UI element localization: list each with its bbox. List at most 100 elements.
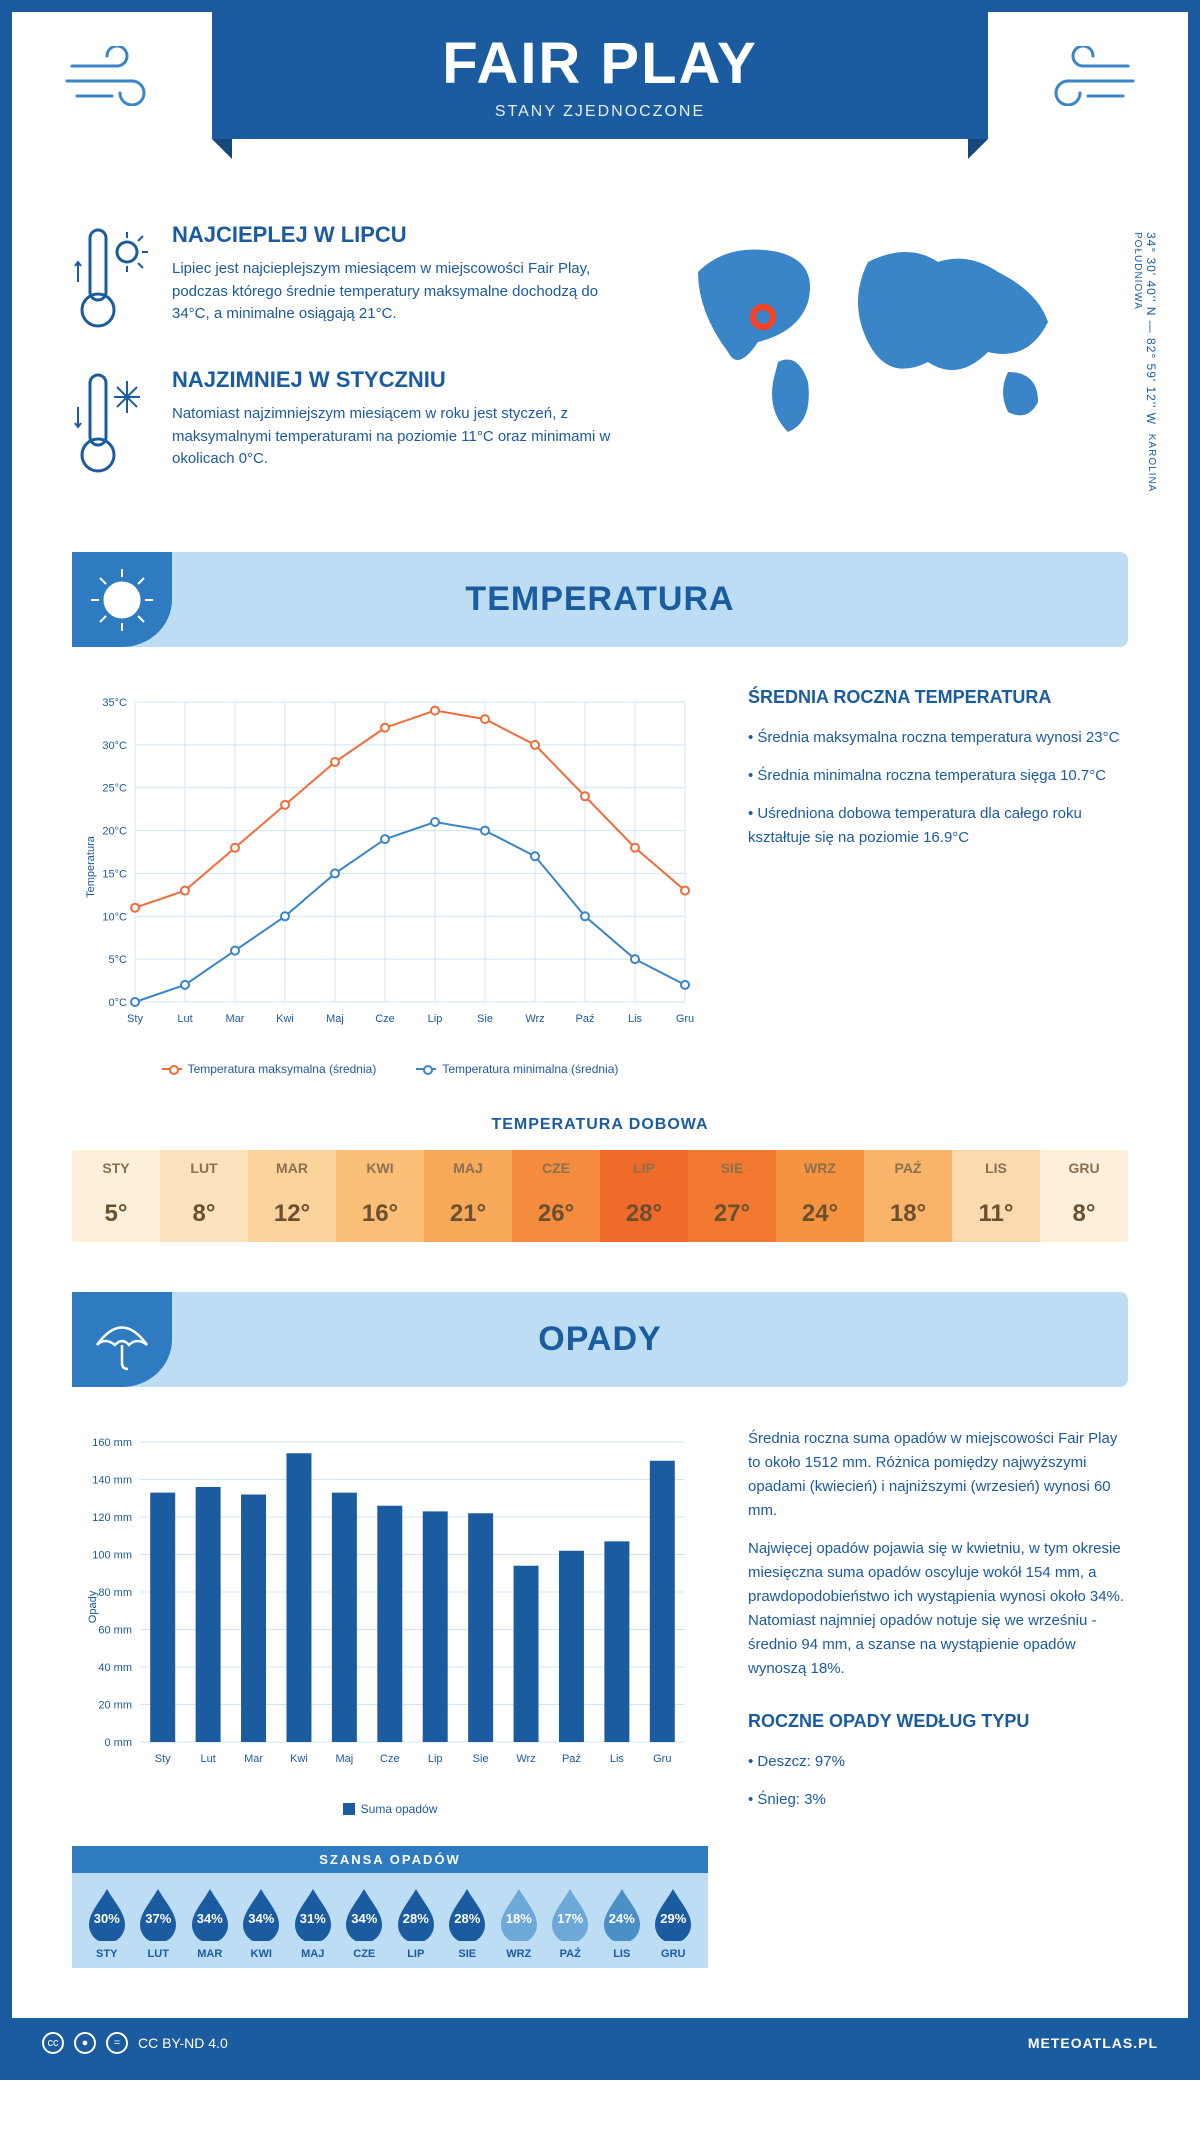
page-subtitle: STANY ZJEDNOCZONE	[212, 103, 988, 121]
type-bullet: Śnieg: 3%	[748, 1788, 1128, 1812]
wind-icon	[62, 42, 162, 122]
fact-title: NAJZIMNIEJ W STYCZNIU	[172, 367, 628, 393]
thermometer-sun-icon	[72, 222, 152, 337]
svg-text:Kwi: Kwi	[276, 1013, 294, 1025]
svg-text:100 mm: 100 mm	[92, 1550, 132, 1562]
daily-temp-table: STYLUTMARKWIMAJCZELIPSIEWRZPAŹLISGRU5°8°…	[72, 1150, 1128, 1242]
rain-drop: 18%WRZ	[496, 1885, 542, 1960]
precipitation-bar-chart: 0 mm20 mm40 mm60 mm80 mm100 mm120 mm140 …	[72, 1427, 708, 1816]
svg-text:Gru: Gru	[676, 1013, 694, 1025]
month-header: MAR	[248, 1150, 336, 1186]
month-temp-value: 21°	[424, 1186, 512, 1242]
svg-text:Opady: Opady	[87, 1590, 99, 1623]
rain-drop: 31%MAJ	[290, 1885, 336, 1960]
month-temp-value: 8°	[1040, 1186, 1128, 1242]
svg-text:Sie: Sie	[477, 1013, 493, 1025]
rain-drop: 34%KWI	[239, 1885, 285, 1960]
rain-drop: 34%CZE	[342, 1885, 388, 1960]
page-title: FAIR PLAY	[212, 30, 988, 97]
svg-text:20°C: 20°C	[102, 826, 127, 838]
svg-text:15°C: 15°C	[102, 868, 127, 880]
svg-text:Maj: Maj	[336, 1753, 354, 1765]
svg-text:35°C: 35°C	[102, 697, 127, 709]
month-header: LUT	[160, 1150, 248, 1186]
fact-hottest: NAJCIEPLEJ W LIPCU Lipiec jest najcieple…	[72, 222, 628, 337]
type-bullet: Deszcz: 97%	[748, 1750, 1128, 1774]
month-header: LIP	[600, 1150, 688, 1186]
month-header: CZE	[512, 1150, 600, 1186]
temperature-line-chart: 0°C 5°C 10°C 15°C 20°C 25°C 30°C 35°C Sty Lut Mar K…	[72, 687, 708, 1076]
svg-text:160 mm: 160 mm	[92, 1437, 132, 1449]
svg-text:40 mm: 40 mm	[98, 1662, 132, 1674]
thermometer-snow-icon	[72, 367, 152, 482]
month-header: STY	[72, 1150, 160, 1186]
month-temp-value: 24°	[776, 1186, 864, 1242]
svg-text:20 mm: 20 mm	[98, 1700, 132, 1712]
rain-drop: 37%LUT	[136, 1885, 182, 1960]
svg-text:Sie: Sie	[473, 1753, 489, 1765]
svg-text:25°C: 25°C	[102, 783, 127, 795]
by-icon: ●	[74, 2032, 96, 2054]
coordinates: 34° 30' 40'' N — 82° 59' 12'' W KAROLINA…	[1130, 232, 1158, 512]
section-header-temperature: TEMPERATURA	[72, 552, 1128, 647]
site-name: METEOATLAS.PL	[1028, 2035, 1158, 2051]
chart-legend: Suma opadów	[72, 1802, 708, 1816]
month-temp-value: 18°	[864, 1186, 952, 1242]
svg-text:Sty: Sty	[127, 1013, 143, 1025]
title-banner: FAIR PLAY STANY ZJEDNOCZONE	[212, 12, 988, 139]
svg-text:Gru: Gru	[653, 1753, 671, 1765]
svg-text:60 mm: 60 mm	[98, 1625, 132, 1637]
month-temp-value: 11°	[952, 1186, 1040, 1242]
month-header: MAJ	[424, 1150, 512, 1186]
svg-text:5°C: 5°C	[109, 954, 128, 966]
svg-text:30°C: 30°C	[102, 740, 127, 752]
svg-text:Lut: Lut	[200, 1753, 215, 1765]
nd-icon: =	[106, 2032, 128, 2054]
month-header: WRZ	[776, 1150, 864, 1186]
month-header: LIS	[952, 1150, 1040, 1186]
svg-text:10°C: 10°C	[102, 911, 127, 923]
fact-text: Lipiec jest najcieplejszym miesiącem w m…	[172, 258, 628, 326]
svg-text:Mar: Mar	[226, 1013, 245, 1025]
rain-drop: 29%GRU	[651, 1885, 697, 1960]
month-temp-value: 12°	[248, 1186, 336, 1242]
svg-text:Lis: Lis	[628, 1013, 643, 1025]
rain-drop: 28%LIP	[393, 1885, 439, 1960]
infographic-frame: FAIR PLAY STANY ZJEDNOCZONE NAJCIEPLEJ W…	[0, 0, 1200, 2080]
svg-text:Lip: Lip	[428, 1013, 443, 1025]
sun-icon	[72, 552, 172, 647]
month-header: KWI	[336, 1150, 424, 1186]
svg-text:Wrz: Wrz	[516, 1753, 535, 1765]
svg-text:Paź: Paź	[562, 1753, 581, 1765]
svg-text:Paź: Paź	[576, 1013, 595, 1025]
month-temp-value: 27°	[688, 1186, 776, 1242]
rain-drop: 17%PAŹ	[548, 1885, 594, 1960]
month-header: SIE	[688, 1150, 776, 1186]
month-temp-value: 5°	[72, 1186, 160, 1242]
svg-text:0°C: 0°C	[109, 997, 128, 1009]
world-map-icon	[668, 222, 1088, 452]
svg-text:Temperatura: Temperatura	[85, 835, 97, 898]
svg-text:Cze: Cze	[375, 1013, 395, 1025]
cc-icon: cc	[42, 2032, 64, 2054]
world-map-block: 34° 30' 40'' N — 82° 59' 12'' W KAROLINA…	[668, 222, 1128, 512]
footer: cc ● = CC BY-ND 4.0 METEOATLAS.PL	[12, 2018, 1188, 2068]
precipitation-summary: Średnia roczna suma opadów w miejscowośc…	[748, 1427, 1128, 1968]
fact-coldest: NAJZIMNIEJ W STYCZNIU Natomiast najzimni…	[72, 367, 628, 482]
month-temp-value: 26°	[512, 1186, 600, 1242]
svg-text:120 mm: 120 mm	[92, 1512, 132, 1524]
svg-text:Lut: Lut	[177, 1013, 192, 1025]
month-temp-value: 8°	[160, 1186, 248, 1242]
umbrella-icon	[72, 1292, 172, 1387]
summary-bullet: Średnia maksymalna roczna temperatura wy…	[748, 726, 1128, 750]
summary-bullet: Uśredniona dobowa temperatura dla całego…	[748, 802, 1128, 850]
svg-text:Lis: Lis	[610, 1753, 625, 1765]
rain-drop: 28%SIE	[445, 1885, 491, 1960]
month-temp-value: 28°	[600, 1186, 688, 1242]
svg-text:140 mm: 140 mm	[92, 1475, 132, 1487]
fact-title: NAJCIEPLEJ W LIPCU	[172, 222, 628, 248]
intro-row: NAJCIEPLEJ W LIPCU Lipiec jest najcieple…	[72, 222, 1128, 512]
rain-drop: 24%LIS	[599, 1885, 645, 1960]
svg-text:Cze: Cze	[380, 1753, 400, 1765]
wind-icon	[1038, 42, 1138, 122]
